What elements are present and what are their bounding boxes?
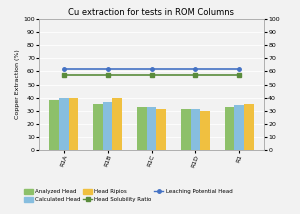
Bar bbox=[225, 107, 235, 150]
Bar bbox=[137, 107, 147, 150]
Bar bbox=[112, 98, 122, 150]
Bar bbox=[235, 106, 244, 150]
Bar bbox=[59, 98, 68, 150]
Bar bbox=[68, 98, 78, 150]
Bar bbox=[190, 109, 200, 150]
Bar bbox=[200, 111, 210, 150]
Bar bbox=[49, 100, 59, 150]
Bar bbox=[93, 104, 103, 150]
Legend: Analyzed Head, Calculated Head, Head Ripios, Head Solubility Ratio, Leaching Pot: Analyzed Head, Calculated Head, Head Rip… bbox=[24, 189, 232, 202]
Bar bbox=[147, 107, 156, 150]
Title: Cu extraction for tests in ROM Columns: Cu extraction for tests in ROM Columns bbox=[68, 8, 235, 17]
Bar bbox=[244, 104, 254, 150]
Bar bbox=[103, 102, 112, 150]
Bar bbox=[181, 109, 190, 150]
Y-axis label: Copper Extraction (%): Copper Extraction (%) bbox=[15, 50, 20, 119]
Bar bbox=[156, 109, 166, 150]
